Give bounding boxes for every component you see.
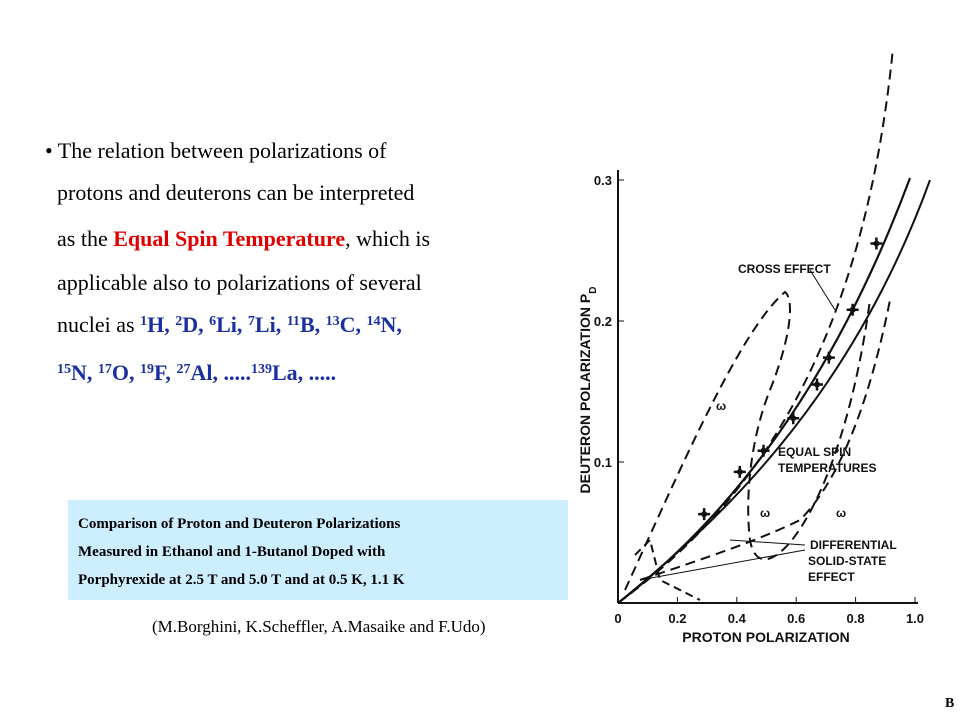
caption-line: Comparison of Proton and Deuteron Polari… bbox=[78, 516, 401, 532]
data-point-dot bbox=[849, 306, 856, 313]
text-run: La, ..... bbox=[272, 360, 336, 385]
annotation: ω bbox=[836, 506, 846, 520]
text-run: B, bbox=[300, 312, 326, 337]
data-point-dot bbox=[813, 381, 820, 388]
curve bbox=[624, 290, 871, 591]
x-tick-label: 0.8 bbox=[847, 611, 865, 626]
pointer bbox=[729, 539, 806, 546]
text-line: as the Equal Spin Temperature, which is bbox=[57, 226, 430, 251]
y-axis-label-sub: D bbox=[588, 287, 599, 294]
annotation: SOLID-STATE bbox=[808, 554, 886, 568]
text-run: as the bbox=[57, 226, 113, 251]
text-run: protons and deuterons can be interpreted bbox=[57, 180, 414, 205]
data-point-dot bbox=[701, 511, 708, 518]
y-tick-label: 0.2 bbox=[594, 314, 612, 329]
annotation: ω bbox=[716, 399, 726, 413]
x-tick-label: 0.2 bbox=[668, 611, 686, 626]
annotation: TEMPERATURES bbox=[778, 461, 876, 475]
text-run: 13 bbox=[326, 314, 340, 329]
text-run: Li, bbox=[216, 312, 248, 337]
data-point-dot bbox=[790, 415, 797, 422]
x-tick-label: 0.4 bbox=[728, 611, 747, 626]
curve bbox=[617, 179, 931, 604]
annotation: DIFFERENTIAL bbox=[810, 538, 897, 552]
data-point-dot bbox=[873, 240, 880, 247]
text-line: • The relation between polarizations of bbox=[45, 138, 387, 163]
text-run: F, bbox=[154, 360, 176, 385]
text-line: applicable also to polarizations of seve… bbox=[57, 270, 422, 295]
figure: 0 0.2 0.4 0.6 0.8 1.0 0.1 0.2 0.3 PROTON POLARIZA… bbox=[577, 47, 931, 645]
caption-box bbox=[68, 500, 568, 600]
text-run: 7 bbox=[248, 314, 255, 329]
caption-line: Measured in Ethanol and 1-Butanol Doped … bbox=[78, 544, 386, 560]
text-run: 139 bbox=[251, 362, 272, 377]
text-run: nuclei as bbox=[57, 312, 140, 337]
x-axis-label: PROTON POLARIZATION bbox=[682, 629, 849, 645]
curve bbox=[617, 47, 894, 604]
data-point-dot bbox=[736, 468, 743, 475]
text-run: D, bbox=[182, 312, 209, 337]
curve bbox=[639, 299, 891, 581]
text-run: Equal Spin Temperature bbox=[113, 226, 345, 251]
text-run: 14 bbox=[367, 314, 381, 329]
text-run: 27 bbox=[176, 362, 190, 377]
text-run: 11 bbox=[287, 314, 300, 329]
y-axis-label: DEUTERON POLARIZATION PD bbox=[577, 287, 599, 494]
text-line: 15N, 17O, 19F, 27Al, .....139La, ..... bbox=[57, 360, 336, 385]
text-run: applicable also to polarizations of seve… bbox=[57, 270, 422, 295]
text-run: 1 bbox=[140, 314, 147, 329]
annotation: ω bbox=[760, 506, 770, 520]
x-tick-label: 0 bbox=[614, 611, 621, 626]
curve bbox=[634, 538, 701, 601]
page-mark: B bbox=[945, 696, 954, 711]
data-point-dot bbox=[825, 354, 832, 361]
text-run: C, bbox=[340, 312, 367, 337]
x-tick-label: 0.6 bbox=[787, 611, 805, 626]
text-run: 6 bbox=[209, 314, 216, 329]
annotation: EQUAL SPIN bbox=[778, 445, 851, 459]
text-run: 2 bbox=[175, 314, 182, 329]
text-run: 19 bbox=[140, 362, 154, 377]
text-run: Al, ..... bbox=[190, 360, 251, 385]
pointer bbox=[639, 549, 806, 581]
text-run: H, bbox=[147, 312, 175, 337]
annotation: EFFECT bbox=[808, 570, 855, 584]
y-tick-label: 0.3 bbox=[594, 173, 612, 188]
pointer bbox=[809, 269, 836, 311]
y-axis-label-main: DEUTERON POLARIZATION P bbox=[577, 294, 593, 494]
citation: (M.Borghini, K.Scheffler, A.Masaike and … bbox=[152, 617, 486, 636]
text-run: Li, bbox=[255, 312, 287, 337]
text-run: • The relation between polarizations of bbox=[45, 138, 387, 163]
data-point-dot bbox=[760, 447, 767, 454]
text-run: O, bbox=[112, 360, 140, 385]
caption-line: Porphyrexide at 2.5 T and 5.0 T and at 0… bbox=[78, 572, 405, 588]
text-line: protons and deuterons can be interpreted bbox=[57, 180, 414, 205]
text-run: N, bbox=[381, 312, 402, 337]
text-run: N, bbox=[71, 360, 98, 385]
x-tick-label: 1.0 bbox=[906, 611, 924, 626]
text-run: 17 bbox=[98, 362, 112, 377]
text-run: , which is bbox=[345, 226, 430, 251]
text-run: 15 bbox=[57, 362, 71, 377]
y-tick-label: 0.1 bbox=[594, 455, 612, 470]
text-line: nuclei as 1H, 2D, 6Li, 7Li, 11B, 13C, 14… bbox=[57, 312, 402, 337]
annotation: CROSS EFFECT bbox=[738, 262, 831, 276]
